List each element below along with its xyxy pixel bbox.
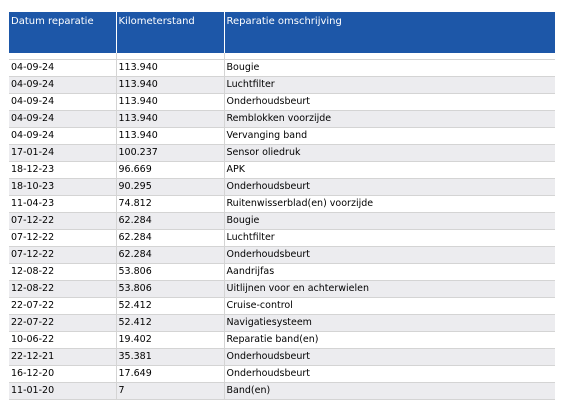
spacer-cell [224,53,555,60]
cell-mileage: 62.284 [116,212,225,230]
cell-description: Uitlijnen voor en achterwielen [224,280,555,298]
cell-mileage: 96.669 [116,161,225,179]
header-row: Datum reparatie Kilometerstand Reparatie… [9,12,555,53]
cell-date: 16-12-20 [9,365,117,383]
table-row: 12-08-22 53.806 Aandrijfas [9,263,555,281]
cell-description: Luchtfilter [224,76,555,94]
cell-date: 07-12-22 [9,212,117,230]
cell-date: 17-01-24 [9,144,117,162]
table-row: 11-04-23 74.812 Ruitenwisserblad(en) voorz… [9,195,555,213]
cell-description: Navigatiesysteem [224,314,555,332]
spacer-row [9,53,555,60]
table-body: 04-09-24 113.940 Bougie 04-09-24 113.940 Luch… [9,53,555,400]
cell-description: Luchtfilter [224,229,555,247]
cell-date: 04-09-24 [9,76,117,94]
table-header: Datum reparatie Kilometerstand Reparatie… [9,12,555,53]
cell-mileage: 62.284 [116,229,225,247]
cell-description: APK [224,161,555,179]
cell-date: 22-07-22 [9,297,117,315]
column-header-date: Datum reparatie [9,12,117,53]
cell-mileage: 35.381 [116,348,225,366]
repair-history-table-container: Datum reparatie Kilometerstand Reparatie… [9,12,555,400]
cell-description: Bougie [224,212,555,230]
table-row: 22-07-22 52.412 Cruise-control [9,297,555,315]
cell-description: Reparatie band(en) [224,331,555,349]
table-row: 22-12-21 35.381 Onderhoudsbeurt [9,348,555,366]
spacer-cell [9,53,117,60]
table-row: 04-09-24 113.940 Vervanging band [9,127,555,145]
column-header-description: Reparatie omschrijving [223,12,555,53]
cell-date: 04-09-24 [9,110,117,128]
table-row: 16-12-20 17.649 Onderhoudsbeurt [9,365,555,383]
cell-description: Onderhoudsbeurt [224,246,555,264]
cell-description: Aandrijfas [224,263,555,281]
column-header-mileage: Kilometerstand [115,12,225,53]
cell-description: Onderhoudsbeurt [224,178,555,196]
cell-date: 11-01-20 [9,382,117,400]
cell-mileage: 113.940 [116,93,225,111]
cell-mileage: 90.295 [116,178,225,196]
cell-description: Sensor oliedruk [224,144,555,162]
cell-mileage: 113.940 [116,76,225,94]
cell-description: Onderhoudsbeurt [224,93,555,111]
cell-date: 07-12-22 [9,246,117,264]
cell-mileage: 74.812 [116,195,225,213]
cell-date: 10-06-22 [9,331,117,349]
table-row: 10-06-22 19.402 Reparatie band(en) [9,331,555,349]
cell-description: Cruise-control [224,297,555,315]
cell-mileage: 7 [116,382,225,400]
table-row: 17-01-24 100.237 Sensor oliedruk [9,144,555,162]
cell-mileage: 17.649 [116,365,225,383]
cell-mileage: 19.402 [116,331,225,349]
cell-mileage: 52.412 [116,297,225,315]
cell-date: 18-12-23 [9,161,117,179]
cell-description: Bougie [224,59,555,77]
cell-date: 12-08-22 [9,280,117,298]
table-row: 18-12-23 96.669 APK [9,161,555,179]
cell-date: 04-09-24 [9,93,117,111]
cell-mileage: 113.940 [116,59,225,77]
cell-mileage: 53.806 [116,263,225,281]
cell-description: Ruitenwisserblad(en) voorzijde [224,195,555,213]
cell-date: 18-10-23 [9,178,117,196]
table-row: 07-12-22 62.284 Luchtfilter [9,229,555,247]
table-row: 11-01-20 7 Band(en) [9,382,555,400]
cell-description: Band(en) [224,382,555,400]
table-row: 18-10-23 90.295 Onderhoudsbeurt [9,178,555,196]
cell-description: Onderhoudsbeurt [224,365,555,383]
table-row: 12-08-22 53.806 Uitlijnen voor en achterwi… [9,280,555,298]
repair-history-table: Datum reparatie Kilometerstand Reparatie… [9,12,555,400]
table-row: 04-09-24 113.940 Remblokken voorzijde [9,110,555,128]
cell-date: 11-04-23 [9,195,117,213]
cell-description: Vervanging band [224,127,555,145]
cell-mileage: 100.237 [116,144,225,162]
table-row: 04-09-24 113.940 Onderhoudsbeurt [9,93,555,111]
cell-mileage: 113.940 [116,110,225,128]
table-row: 07-12-22 62.284 Onderhoudsbeurt [9,246,555,264]
cell-description: Onderhoudsbeurt [224,348,555,366]
cell-mileage: 62.284 [116,246,225,264]
cell-date: 04-09-24 [9,59,117,77]
table-row: 04-09-24 113.940 Luchtfilter [9,76,555,94]
table-row: 22-07-22 52.412 Navigatiesysteem [9,314,555,332]
cell-description: Remblokken voorzijde [224,110,555,128]
spacer-cell [116,53,225,60]
cell-mileage: 53.806 [116,280,225,298]
cell-mileage: 113.940 [116,127,225,145]
cell-date: 22-12-21 [9,348,117,366]
cell-date: 04-09-24 [9,127,117,145]
table-row: 04-09-24 113.940 Bougie [9,59,555,77]
table-row: 07-12-22 62.284 Bougie [9,212,555,230]
cell-date: 07-12-22 [9,229,117,247]
cell-mileage: 52.412 [116,314,225,332]
cell-date: 12-08-22 [9,263,117,281]
cell-date: 22-07-22 [9,314,117,332]
